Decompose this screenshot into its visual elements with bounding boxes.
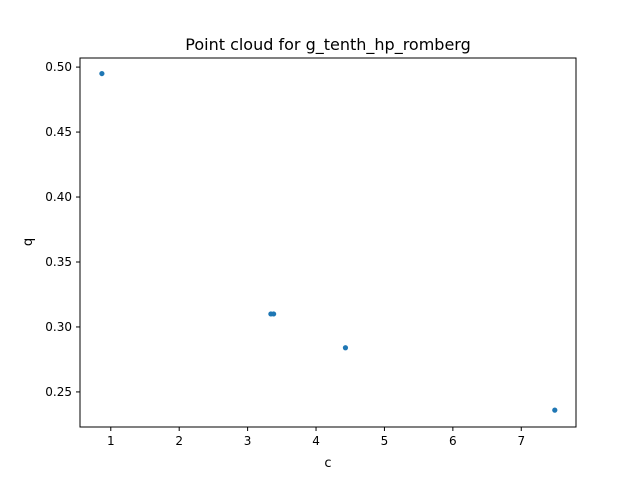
x-tick-label: 3: [244, 434, 252, 448]
x-tick-label: 2: [175, 434, 183, 448]
y-axis-label: q: [21, 238, 36, 246]
x-tick-label: 6: [449, 434, 457, 448]
y-tick-label: 0.50: [45, 60, 72, 74]
scatter-point: [342, 345, 349, 351]
scatter-point: [271, 311, 277, 317]
chart-title: Point cloud for g_tenth_hp_romberg: [185, 35, 471, 55]
y-tick-label: 0.35: [45, 255, 72, 269]
plot-area-frame: [79, 57, 577, 428]
y-tick-label: 0.30: [45, 320, 72, 334]
x-tick-label: 7: [517, 434, 525, 448]
x-tick-label: 1: [107, 434, 115, 448]
y-tick-label: 0.45: [45, 125, 72, 139]
y-tick-label: 0.40: [45, 190, 72, 204]
y-tick-label: 0.25: [45, 385, 72, 399]
x-tick-label: 5: [381, 434, 389, 448]
x-axis-label: c: [324, 456, 331, 471]
x-tick-label: 4: [312, 434, 320, 448]
y-axis: 0.25 0.30 0.35 0.40 0.45 0.50: [45, 60, 80, 399]
x-axis: 1 2 3 4 5 6 7: [107, 427, 525, 448]
scatter-point: [552, 407, 558, 413]
scatter-point: [99, 70, 105, 77]
data-points: [99, 70, 558, 413]
